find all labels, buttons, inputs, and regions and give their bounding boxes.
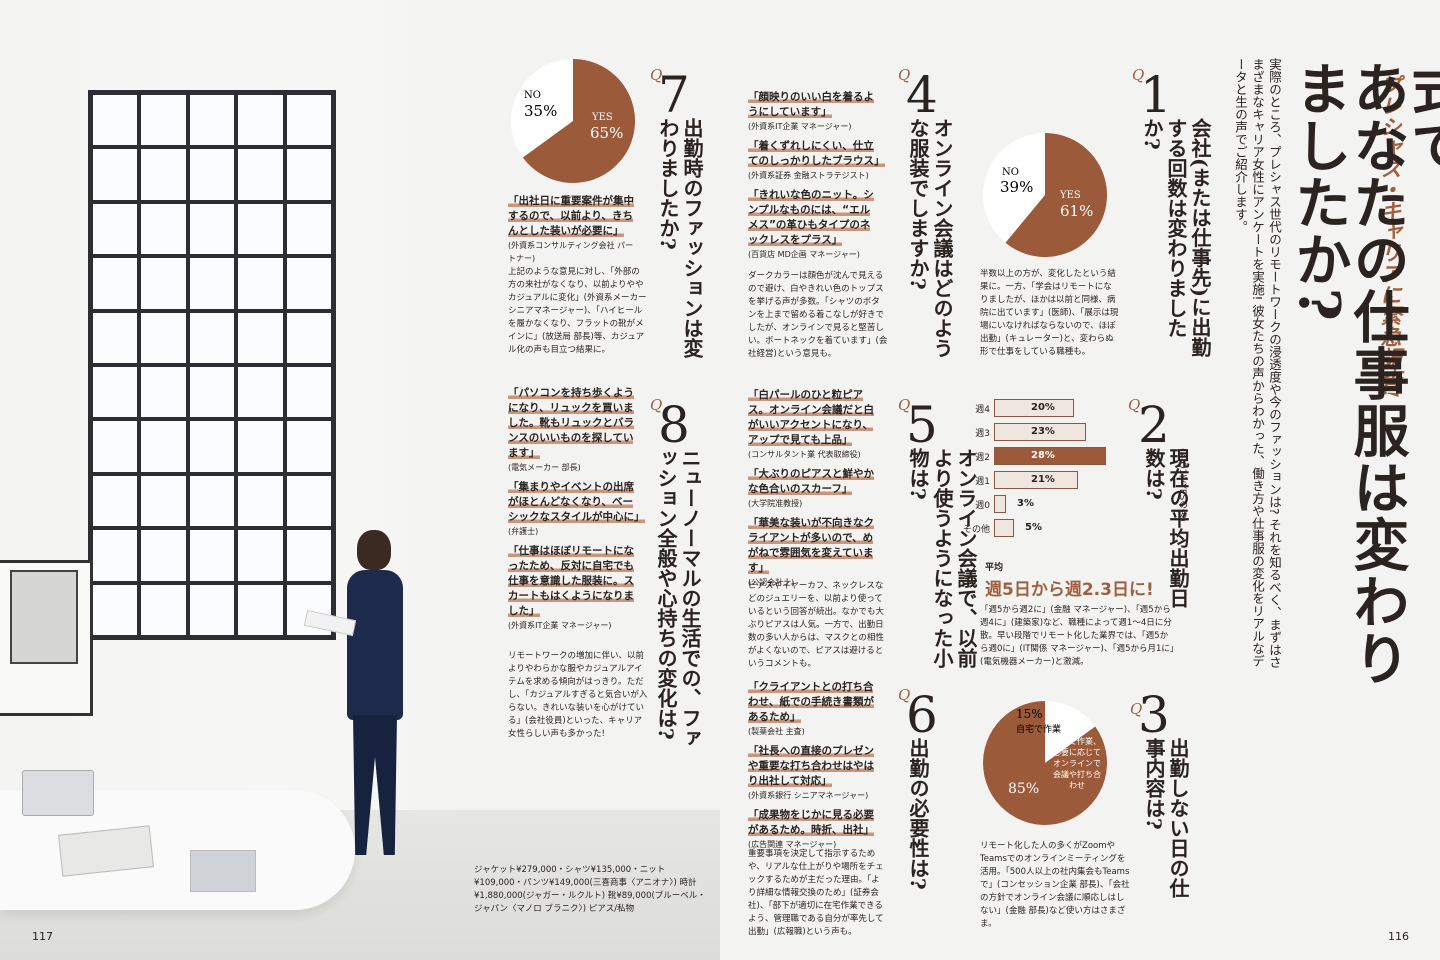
page-title: ニューノーマルの生活様式で、あなたの仕事服は変わりましたか?: [1286, 60, 1440, 687]
laptop: [22, 770, 94, 816]
q7-number: 7: [658, 66, 690, 124]
bar-row-1: 週3 23%: [958, 420, 1158, 444]
q6-question: 出勤の必要性は?: [906, 738, 930, 890]
pie-b-value: 85%: [1008, 781, 1039, 797]
pie-no-label: NO: [524, 90, 541, 101]
q-mark: Q: [1130, 700, 1143, 718]
q-mark: Q: [898, 396, 911, 414]
q4-question: オンライン会議はどのような服装でしますか?: [906, 118, 954, 358]
picture-frame: [10, 570, 78, 664]
q6-quotes: 「クライアントとの打ち合わせ、紙での手続き書類があるため」 (製薬会社 主査) 「…: [748, 681, 874, 849]
q1-number: 1: [1140, 66, 1172, 124]
q5-quotes: 「白パールのひと粒ピアス。オンライン会議だと白がいいアクセントになり、アップで見…: [748, 389, 874, 587]
pie-no-value: 39%: [1000, 178, 1033, 196]
q-mark: Q: [1128, 396, 1141, 414]
q-mark: Q: [898, 686, 911, 704]
pie-b-slice: [983, 701, 1107, 825]
q4-note: ダークカラーは顔色が沈んで見えるので避け、白やきれい色のトップスを挙げる声が多数…: [748, 271, 888, 359]
q7-note: 上記のような意見に対し、「外部の方の来社がなくなり、以前よりややカジュアルに変化…: [508, 267, 647, 355]
q3-question: 出勤しない日の仕事内容は?: [1142, 738, 1190, 898]
q8-question: ニューノーマルの生活での、ファッション全般や心持ちの変化は?: [654, 448, 702, 748]
pie-a-value: 15%: [1016, 707, 1043, 721]
bar-row-0: 週4 20%: [958, 396, 1158, 420]
page-number-right: 116: [1388, 930, 1409, 943]
pie-yes-label: YES: [591, 112, 613, 123]
bar-row-4: 週0 3%: [958, 492, 1158, 516]
pie-no-value: 35%: [524, 102, 557, 120]
pie-a-label: 自宅で作業: [1016, 723, 1061, 735]
window: [88, 90, 336, 640]
q2-note: 「週5から週2に」(金融 マネージャー)、「週5から週4に」(建築家)など、職種…: [980, 605, 1175, 667]
q5-number: 5: [906, 396, 938, 454]
pie-yes-value: 61%: [1060, 202, 1093, 220]
book: [190, 850, 256, 892]
avg-value: 週5日から週2.3日に!: [985, 580, 1154, 600]
q-mark: Q: [650, 396, 663, 414]
q8-quotes: 「パソコンを持ち歩くようになり、リュックを買いました。靴もリュックとバランスのい…: [508, 387, 645, 630]
q1-note: 半数以上の方が、変化したという結果に。一方、「学会はリモートになりましたが、ほか…: [980, 269, 1119, 357]
pie-yes-slice: [1005, 133, 1107, 257]
q-mark: Q: [898, 66, 911, 84]
page-number-left: 117: [32, 930, 53, 943]
q6-note: 重要事項を決定して指示するためや、リアルな仕上がりや場所をチェックするためが主だ…: [748, 849, 884, 937]
bar-row-3: 週1 21%: [958, 468, 1158, 492]
q3-pie-chart: 15% 自宅で作業 85%: [983, 701, 1107, 825]
q8-number: 8: [658, 396, 690, 454]
q5-note: ピアスやイヤーカフ、ネックレスなどのジュエリーを、以前より使っているという回答が…: [748, 581, 885, 669]
q2-number: 2: [1138, 396, 1170, 454]
pie-no-label: NO: [1002, 167, 1019, 178]
q7-quote: 「出社日に重要案件が集中するので、以前より、きちんとした装いが必要に」 (外資系コ…: [508, 195, 634, 263]
pie-yes-slice: [522, 59, 635, 184]
q1-question: 会社(または仕事先)に出勤する回数は変わりましたか?: [1140, 118, 1212, 357]
q2-subnote: (※Q1でYESの方): [1177, 448, 1187, 522]
q3-note: リモート化した人の多くがZoomやTeamsでのオンラインミーティングを活用。「…: [980, 841, 1130, 929]
q1-pie-chart: NO 39% YES 61%: [983, 133, 1107, 257]
product-credit: ジャケット¥279,000・シャツ¥135,000・ニット¥109,000・パン…: [474, 865, 706, 914]
q4-number: 4: [906, 66, 938, 124]
q7-question: 出勤時のファッションは変わりましたか?: [656, 118, 704, 358]
pie-yes-label: YES: [1059, 190, 1081, 201]
q3-b-label: 自宅で作業、必要に応じてオンラインで会議や打ち合わせ: [1053, 737, 1101, 790]
lead-text: 実際のところ、プレシャス世代のリモートワークの浸透度や今のファッションは? それ…: [1233, 58, 1282, 669]
q6-number: 6: [906, 686, 938, 744]
walking-woman: [303, 530, 415, 860]
avg-heading: 平均: [985, 563, 1004, 573]
q-mark: Q: [650, 66, 663, 84]
q4-quotes: 「顔映りのいい白を着るようにしています」 (外資系IT企業 マネージャー) 「着く…: [748, 91, 885, 259]
bar-row-2: 週2 28%: [958, 444, 1158, 468]
q8-note: リモートワークの増加に伴い、以前よりやわらかな服やカジュアルアイテムを求める傾向…: [508, 651, 648, 739]
q2-bar-chart: 週4 20% 週3 23% 週2 28% 週1 21% 週0 3% その他 5%: [958, 396, 1158, 540]
pie-yes-value: 65%: [590, 124, 623, 142]
q7-pie-chart: NO 35% YES 65%: [511, 59, 635, 184]
q5-question: オンライン会議で、以前より使うようになった小物は?: [906, 448, 978, 668]
kicker: プレシャス・キャリアに緊急調査!: [1378, 74, 1403, 399]
bar-row-5: その他 5%: [958, 516, 1158, 540]
q3-number: 3: [1138, 686, 1170, 744]
q2-question: 現在の平均出勤日数は?: [1142, 448, 1190, 608]
q-mark: Q: [1132, 66, 1145, 84]
